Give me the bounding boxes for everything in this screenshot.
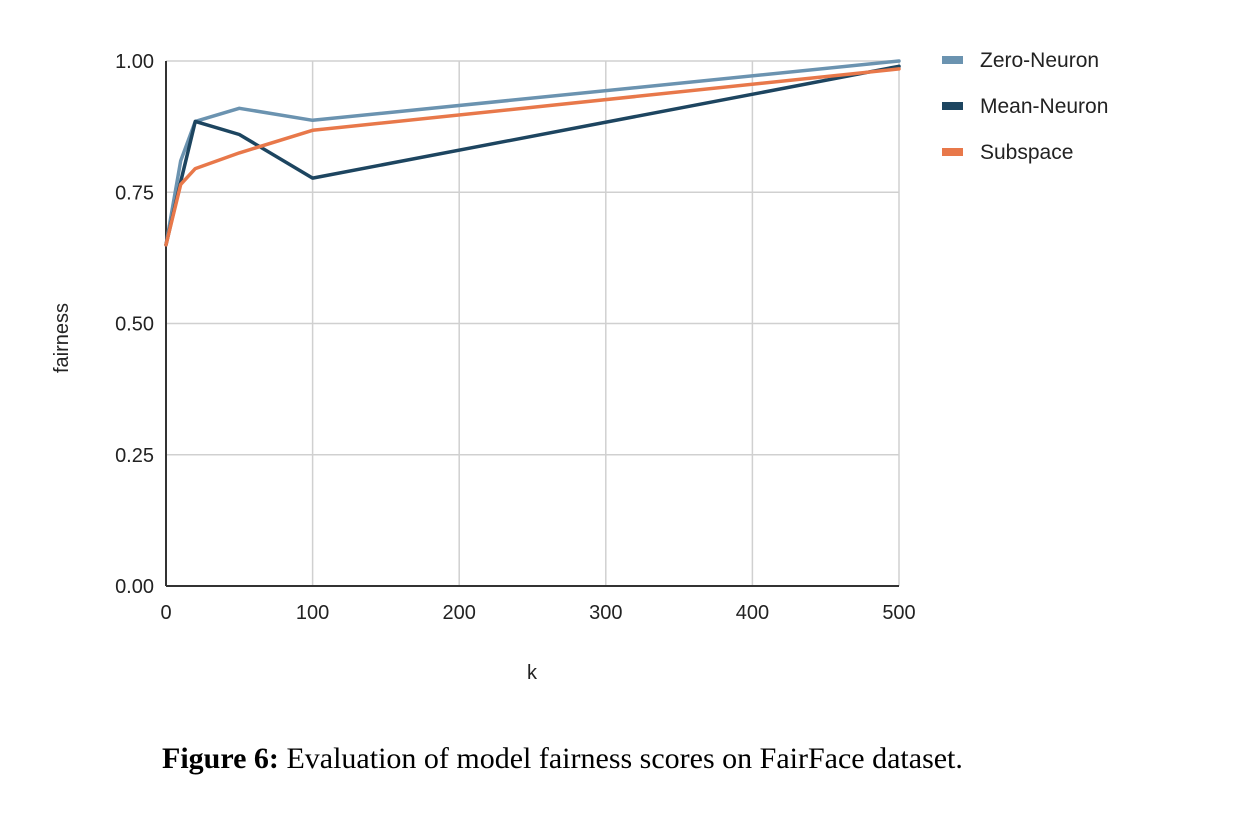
legend-swatch-zero-neuron — [942, 56, 963, 64]
chart-legend: Zero-Neuron Mean-Neuron Subspace — [942, 49, 1108, 164]
series-line-mean-neuron — [164, 64, 901, 247]
legend-label-mean-neuron: Mean-Neuron — [980, 95, 1108, 118]
x-tick-label: 0 — [160, 602, 171, 624]
figure-caption: Figure 6: Evaluation of model fairness s… — [162, 742, 963, 776]
x-axis-title: k — [527, 662, 538, 684]
x-tick-label: 500 — [882, 602, 915, 624]
y-tick-label: 1.00 — [115, 51, 154, 73]
chart-gridlines — [166, 60, 900, 586]
y-tick-label: 0.50 — [115, 314, 154, 336]
x-tick-label: 200 — [443, 602, 476, 624]
legend-label-zero-neuron: Zero-Neuron — [980, 49, 1099, 72]
chart-tick-labels: 0 100 200 300 400 500 0.00 0.25 0.50 0.75 1.00 — [115, 51, 916, 624]
legend-label-subspace: Subspace — [980, 141, 1073, 164]
figure-caption-text: Evaluation of model fairness scores on F… — [278, 742, 963, 775]
series-line-zero-neuron — [164, 59, 901, 247]
x-tick-label: 400 — [736, 602, 769, 624]
x-tick-label: 300 — [589, 602, 622, 624]
figure-caption-label: Figure 6: — [162, 742, 279, 775]
legend-swatch-subspace — [942, 148, 963, 156]
chart-axes — [165, 61, 899, 587]
series-line-subspace — [164, 67, 901, 247]
x-tick-label: 100 — [296, 602, 329, 624]
y-tick-label: 0.75 — [115, 182, 154, 204]
y-tick-label: 0.00 — [115, 576, 154, 598]
legend-swatch-mean-neuron — [942, 102, 963, 110]
line-chart: 0 100 200 300 400 500 0.00 0.25 0.50 0.75 1.00 k f… — [51, 49, 1108, 684]
y-axis-title: fairness — [51, 303, 73, 373]
y-tick-label: 0.25 — [115, 445, 154, 467]
chart-series — [164, 59, 901, 247]
